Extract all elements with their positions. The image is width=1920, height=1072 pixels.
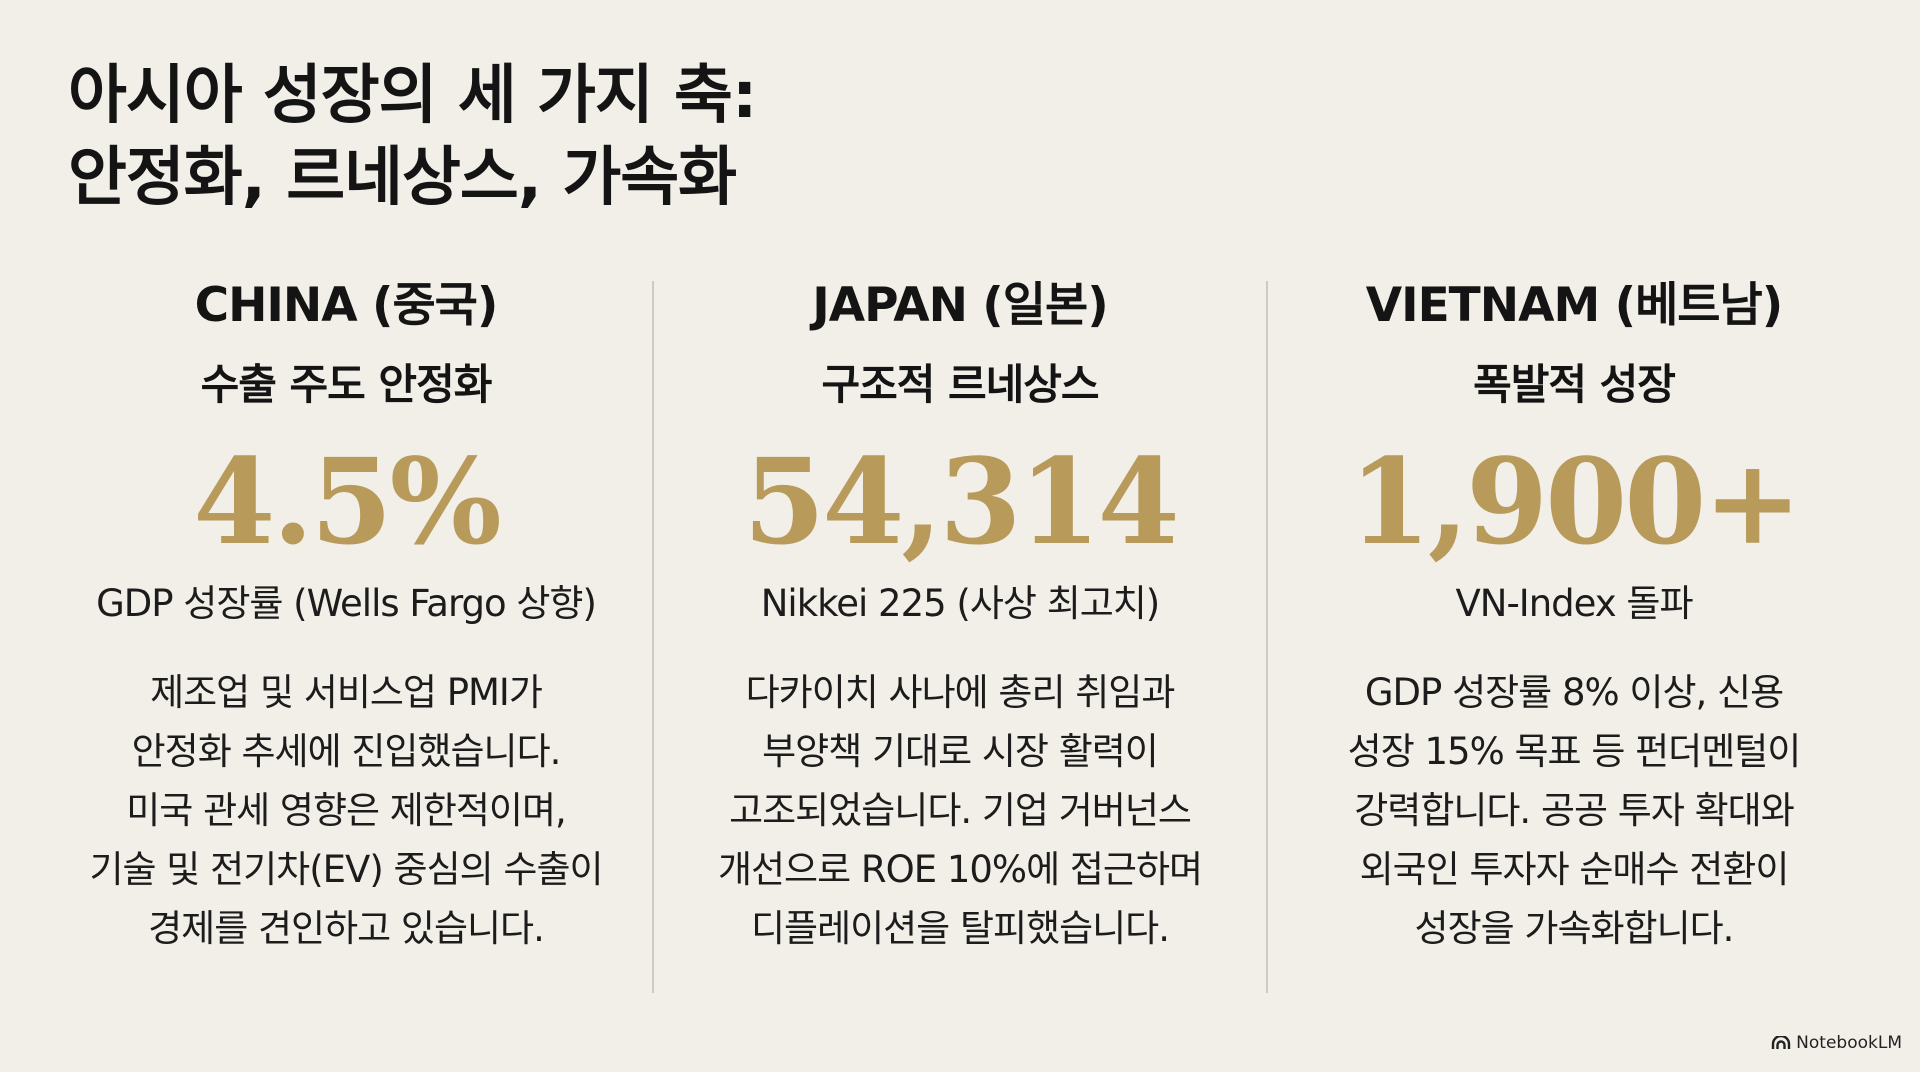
column-body: 다카이치 사나에 총리 취임과 부양책 기대로 시장 활력이 고조되었습니다. … bbox=[654, 663, 1266, 958]
column-vietnam: VIETNAM (베트남) 폭발적 성장 1,900+ VN-Index 돌파 … bbox=[1268, 275, 1880, 995]
body-line: 안정화 추세에 진입했습니다. bbox=[131, 730, 562, 773]
country-columns: CHINA (중국) 수출 주도 안정화 4.5% GDP 성장률 (Wells… bbox=[40, 275, 1880, 995]
column-subtitle: 구조적 르네상스 bbox=[821, 360, 1099, 409]
body-line: 성장을 가속화합니다. bbox=[1414, 907, 1735, 950]
body-line: 강력합니다. 공공 투자 확대와 bbox=[1354, 789, 1795, 832]
key-figure: 1,900+ bbox=[1348, 432, 1802, 571]
body-line: 미국 관세 영향은 제한적이며, bbox=[126, 789, 567, 832]
body-line: 기술 및 전기차(EV) 중심의 수출이 bbox=[89, 848, 603, 891]
column-japan: JAPAN (일본) 구조적 르네상스 54,314 Nikkei 225 (사… bbox=[654, 275, 1266, 995]
body-line: 제조업 및 서비스업 PMI가 bbox=[150, 671, 543, 714]
body-line: 부양책 기대로 시장 활력이 bbox=[762, 730, 1159, 773]
notebooklm-logo-icon bbox=[1771, 1036, 1791, 1049]
country-name: JAPAN (일본) bbox=[812, 278, 1109, 333]
body-line: 성장 15% 목표 등 펀더멘털이 bbox=[1347, 730, 1802, 773]
column-divider bbox=[652, 281, 654, 993]
body-line: 고조되었습니다. 기업 거버넌스 bbox=[729, 789, 1192, 832]
body-line: 디플레이션을 탈피했습니다. bbox=[750, 907, 1170, 950]
body-line: 개선으로 ROE 10%에 접근하며 bbox=[717, 848, 1203, 891]
figure-caption: GDP 성장률 (Wells Fargo 상향) bbox=[96, 582, 597, 625]
slide-title-line-1: 아시아 성장의 세 가지 축: bbox=[68, 59, 758, 133]
key-figure: 54,314 bbox=[743, 432, 1180, 571]
brand-label: NotebookLM bbox=[1796, 1033, 1902, 1053]
slide-title: 아시아 성장의 세 가지 축: 안정화, 르네상스, 가속화 bbox=[68, 55, 758, 219]
slide-title-line-2: 안정화, 르네상스, 가속화 bbox=[68, 141, 737, 215]
key-figure: 4.5% bbox=[193, 432, 501, 571]
notebooklm-watermark: NotebookLM bbox=[1771, 1032, 1902, 1054]
body-line: GDP 성장률 8% 이상, 신용 bbox=[1364, 671, 1784, 714]
column-china: CHINA (중국) 수출 주도 안정화 4.5% GDP 성장률 (Wells… bbox=[40, 275, 652, 995]
column-divider bbox=[1266, 281, 1268, 993]
column-body: 제조업 및 서비스업 PMI가 안정화 추세에 진입했습니다. 미국 관세 영향… bbox=[40, 663, 652, 958]
column-subtitle: 폭발적 성장 bbox=[1473, 360, 1676, 409]
country-name: VIETNAM (베트남) bbox=[1365, 278, 1784, 333]
column-body: GDP 성장률 8% 이상, 신용 성장 15% 목표 등 펀더멘털이 강력합니… bbox=[1268, 663, 1880, 958]
body-line: 경제를 견인하고 있습니다. bbox=[148, 907, 545, 950]
country-name: CHINA (중국) bbox=[194, 278, 499, 333]
figure-caption: Nikkei 225 (사상 최고치) bbox=[760, 582, 1161, 625]
body-line: 외국인 투자자 순매수 전환이 bbox=[1359, 848, 1790, 891]
column-subtitle: 수출 주도 안정화 bbox=[200, 360, 493, 409]
figure-caption: VN-Index 돌파 bbox=[1455, 582, 1693, 625]
body-line: 다카이치 사나에 총리 취임과 bbox=[745, 671, 1176, 714]
